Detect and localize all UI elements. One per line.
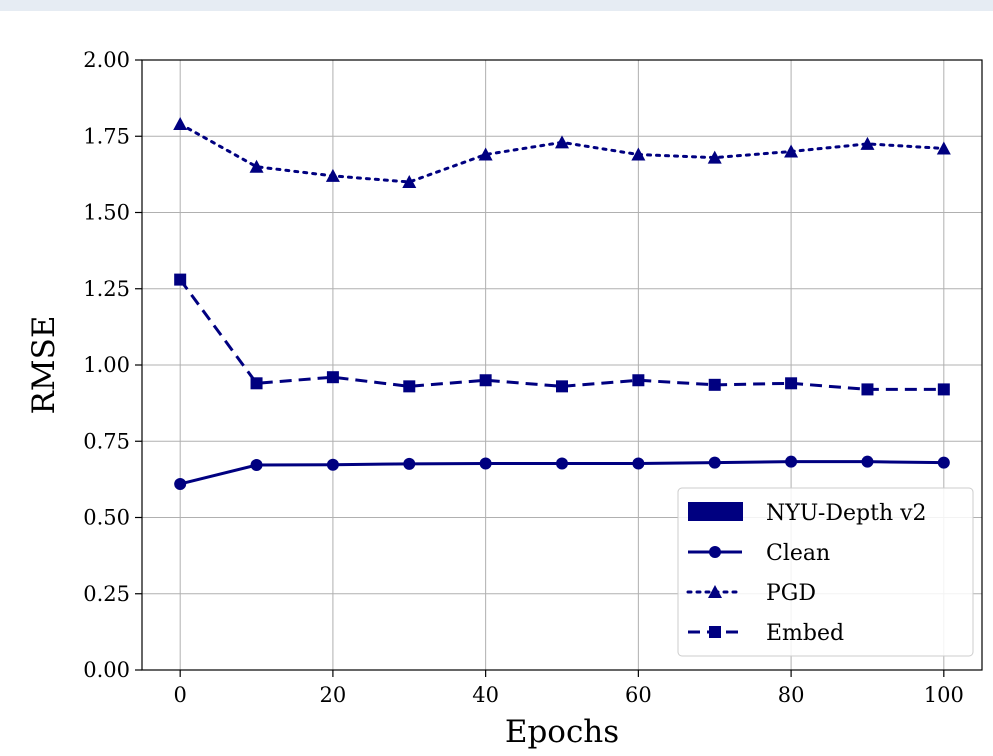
legend: NYU-Depth v2 Clean PGD Embed (677, 487, 974, 657)
embed-point (479, 374, 492, 387)
pgd-point (478, 147, 493, 161)
clean-point (479, 457, 492, 470)
legend-pgd-label: PGD (766, 581, 816, 606)
pgd-point (860, 136, 875, 150)
x-tick-label: 100 (924, 683, 964, 707)
clean-point (250, 459, 263, 472)
pgd-point (173, 117, 188, 131)
clean-point (632, 457, 645, 470)
ticks: 0 20 40 60 80 100 0.00 0.25 0.50 0.75 1.00 1.25 1.50… (83, 48, 964, 707)
embed-point (403, 380, 416, 393)
embed-point (632, 374, 645, 387)
clean-point (937, 456, 950, 469)
y-tick-label: 0.50 (83, 506, 130, 530)
pgd-point (555, 135, 569, 149)
clean-point (174, 477, 187, 490)
y-tick-label: 1.50 (83, 201, 130, 225)
y-tick-label: 0.75 (83, 429, 130, 453)
pgd-point (631, 147, 646, 161)
series-layer (173, 117, 951, 490)
pgd-point (936, 141, 951, 155)
x-tick-label: 20 (320, 683, 347, 707)
pgd-point (707, 150, 722, 164)
series-embed (174, 273, 950, 396)
embed-point (861, 383, 874, 396)
legend-title-patch (688, 502, 743, 521)
y-tick-label: 1.25 (83, 277, 130, 301)
embed-line (178, 278, 944, 391)
pgd-line (178, 122, 946, 184)
y-tick-label: 1.75 (83, 124, 130, 148)
top-bar (0, 0, 993, 11)
clean-point (861, 455, 874, 468)
x-tick-label: 40 (472, 683, 499, 707)
embed-point (708, 378, 721, 391)
clean-point (785, 455, 798, 468)
legend-clean-marker (709, 546, 721, 558)
series-clean (174, 455, 950, 490)
pgd-point (402, 175, 417, 188)
y-axis-title: RMSE (26, 316, 62, 415)
embed-point (250, 377, 263, 390)
legend-box (677, 487, 974, 657)
legend-title: NYU-Depth v2 (766, 501, 927, 526)
x-tick-label: 80 (778, 683, 805, 707)
clean-point (326, 458, 339, 471)
legend-entries: Clean PGD Embed (686, 541, 844, 646)
clean-point (556, 457, 568, 470)
x-tick-label: 60 (625, 683, 652, 707)
y-tick-label: 0.00 (83, 658, 130, 682)
embed-point (785, 377, 798, 390)
legend-embed-label: Embed (766, 621, 844, 646)
pgd-point (784, 144, 799, 158)
pgd-point (325, 168, 340, 182)
x-axis-title: Epochs (505, 714, 619, 750)
embed-point (174, 273, 187, 286)
pgd-point (249, 159, 264, 173)
clean-point (403, 457, 416, 470)
legend-clean-label: Clean (766, 541, 830, 566)
y-tick-label: 1.00 (83, 353, 130, 377)
y-tick-label: 2.00 (83, 48, 130, 72)
embed-point (556, 380, 568, 393)
y-tick-label: 0.25 (83, 582, 130, 606)
clean-point (708, 456, 721, 469)
x-tick-label: 0 (173, 683, 186, 707)
legend-pgd-marker (708, 585, 722, 598)
embed-point (937, 383, 950, 396)
embed-point (326, 371, 339, 384)
series-pgd (173, 117, 951, 188)
legend-embed-marker (709, 626, 721, 638)
